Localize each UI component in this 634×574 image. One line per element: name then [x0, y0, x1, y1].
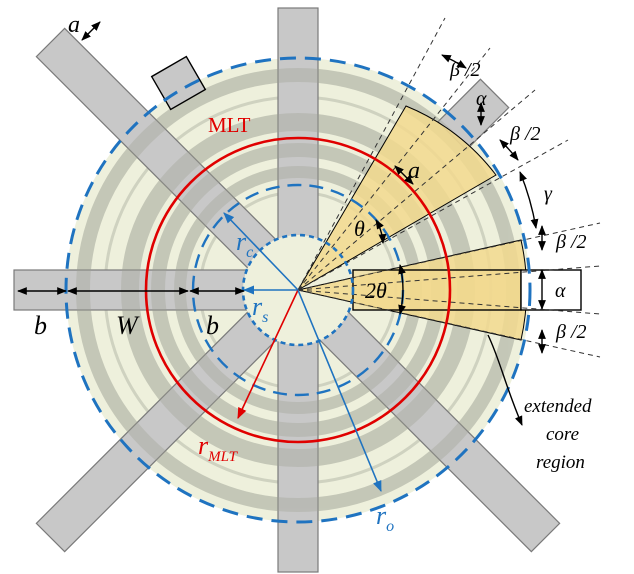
- r-o-arrow: [297, 289, 382, 493]
- r-c-arrow: [223, 212, 299, 291]
- label-b-right: b: [206, 311, 219, 340]
- label-extended-line1: extended: [524, 396, 592, 417]
- label-alpha-1: α: [476, 88, 487, 110]
- alpha-box-upper: [150, 55, 207, 111]
- guide-lines: [297, 17, 601, 358]
- label-two-theta: 2θ: [365, 278, 387, 303]
- label-r-s: rs: [252, 292, 268, 326]
- sector-upper: [296, 105, 497, 292]
- label-beta-half-1: β /2: [449, 59, 481, 81]
- label-w: W: [116, 311, 140, 340]
- label-b-left: b: [34, 311, 47, 340]
- label-beta-half-2: β /2: [509, 123, 541, 145]
- label-extended-line3: region: [536, 452, 585, 473]
- label-r-c: rc: [236, 227, 253, 261]
- label-r-o: ro: [376, 501, 394, 535]
- label-beta-half-3: β /2: [555, 231, 587, 253]
- label-mlt: MLT: [208, 113, 251, 137]
- label-extended-line2: core: [546, 424, 579, 445]
- label-r-mlt: rMLT: [198, 431, 239, 465]
- alpha-rect-right: [352, 269, 522, 311]
- label-theta: θ: [354, 216, 365, 241]
- r-mlt-arrow: [237, 289, 299, 420]
- label-beta-half-4: β /2: [555, 321, 587, 343]
- label-a-top: a: [68, 12, 80, 38]
- dimension-arrows: [17, 21, 546, 426]
- label-gamma: γ: [544, 183, 553, 205]
- label-alpha-2: α: [555, 280, 566, 302]
- label-a-slot: a: [408, 158, 420, 184]
